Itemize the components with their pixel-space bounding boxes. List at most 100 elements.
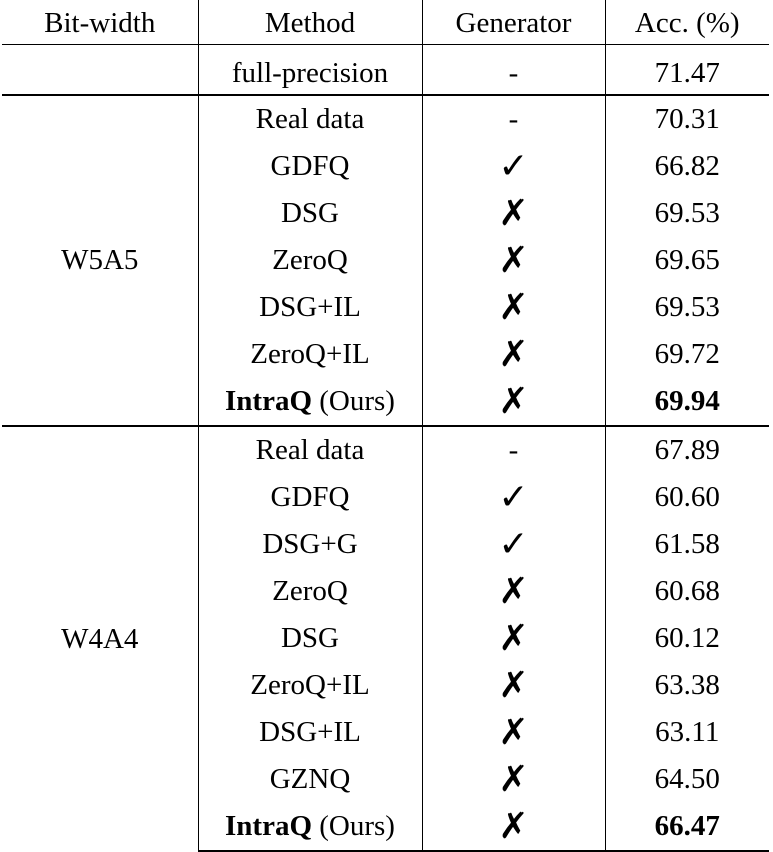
generator-cell: ✗ [422, 568, 606, 615]
accuracy-cell: 69.53 [654, 291, 720, 323]
method-name: DSG [280, 622, 339, 654]
method-cell: Real data [198, 94, 423, 143]
generator-cell: ✗ [422, 615, 606, 662]
generator-cell: - [422, 52, 606, 95]
generator-cell: ✗ [422, 803, 606, 852]
generator-cell: ✗ [422, 190, 606, 237]
method-cell: ZeroQ+IL [198, 331, 423, 378]
method-name-bold: IntraQ [225, 385, 313, 417]
cross-icon: ✗ [498, 239, 529, 281]
table-row: ZeroQ+IL ✗ 63.38 [2, 662, 769, 709]
method-name: Real data [255, 103, 365, 135]
generator-cell: - [422, 425, 606, 474]
accuracy-cell: 60.12 [654, 622, 720, 654]
accuracy-cell: 69.72 [654, 338, 720, 370]
table-row: DSG+IL ✗ 69.53 [2, 284, 769, 331]
generator-cell: ✗ [422, 709, 606, 756]
bit-width-cell-empty [2, 52, 199, 95]
method-cell: IntraQ (Ours) [198, 803, 423, 852]
table-row: W5A5 Real data - 70.31 [2, 94, 769, 426]
table-row: DSG+IL ✗ 63.11 [2, 709, 769, 756]
accuracy-cell: 61.58 [654, 528, 720, 560]
method-name: GDFQ [270, 150, 350, 182]
generator-cell: ✗ [422, 331, 606, 378]
generator-cell: ✗ [422, 237, 606, 284]
generator-dash: - [508, 103, 519, 135]
header-method: Method [198, 0, 423, 45]
table-row: W4A4 Real data - 67.89 [2, 425, 769, 851]
method-cell: DSG [198, 190, 423, 237]
generator-cell: ✗ [422, 378, 606, 426]
method-suffix: (Ours) [312, 810, 395, 842]
method-name: DSG+IL [259, 291, 361, 323]
gap-cell [198, 44, 423, 52]
header-bit-width: Bit-width [2, 0, 199, 45]
check-icon: ✓ [498, 145, 529, 187]
accuracy-cell: 71.47 [654, 56, 720, 89]
header-row: Bit-width Method Generator Acc. (%) [2, 0, 769, 45]
accuracy-cell: 64.50 [654, 763, 720, 795]
method-cell: IntraQ (Ours) [198, 378, 423, 426]
method-cell: GZNQ [198, 756, 423, 803]
accuracy-cell: 60.68 [654, 575, 720, 607]
method-suffix: (Ours) [312, 385, 395, 417]
accuracy-cell: 70.31 [605, 94, 769, 143]
generator-cell: ✗ [422, 284, 606, 331]
cross-icon: ✗ [498, 805, 529, 847]
header-gap-row [2, 44, 769, 52]
gap-cell [422, 44, 606, 52]
table-row: GDFQ ✓ 60.60 [2, 474, 769, 521]
cross-icon: ✗ [498, 758, 529, 800]
accuracy-cell: 67.89 [605, 425, 769, 474]
method-cell: GDFQ [198, 474, 423, 521]
check-icon: ✓ [498, 523, 529, 565]
generator-cell: ✓ [422, 474, 606, 521]
method-cell: DSG+IL [198, 709, 423, 756]
accuracy-cell: 60.60 [654, 481, 720, 513]
table-row: ZeroQ ✗ 69.65 [2, 237, 769, 284]
header-generator: Generator [422, 0, 606, 45]
cross-icon: ✗ [498, 664, 529, 706]
cross-icon: ✗ [498, 333, 529, 375]
method-cell: ZeroQ [198, 237, 423, 284]
accuracy-cell: 69.53 [654, 197, 720, 229]
check-icon: ✓ [498, 476, 529, 518]
method-name-bold: IntraQ [225, 810, 313, 842]
generator-cell: ✗ [422, 756, 606, 803]
method-name: DSG+G [262, 528, 358, 560]
table-header: Bit-width Method Generator Acc. (%) [2, 0, 769, 45]
method-name: DSG [280, 197, 339, 229]
method-cell: DSG+G [198, 521, 423, 568]
method-cell: DSG [198, 615, 423, 662]
table-row: DSG ✗ 69.53 [2, 190, 769, 237]
accuracy-cell: 69.65 [654, 244, 720, 276]
generator-cell: ✓ [422, 143, 606, 190]
method-name: ZeroQ+IL [250, 669, 370, 701]
method-cell: GDFQ [198, 143, 423, 190]
cross-icon: ✗ [498, 711, 529, 753]
method-cell: DSG+IL [198, 284, 423, 331]
method-name: GZNQ [269, 763, 351, 795]
method-cell: full-precision [198, 52, 423, 95]
generator-cell: ✓ [422, 521, 606, 568]
cross-icon: ✗ [498, 380, 529, 422]
bit-width-cell: W4A4 [2, 425, 199, 851]
header-accuracy: Acc. (%) [605, 0, 769, 45]
table-row: DSG ✗ 60.12 [2, 615, 769, 662]
cross-icon: ✗ [498, 570, 529, 612]
accuracy-cell: 63.38 [654, 669, 720, 701]
table-row: GDFQ ✓ 66.82 [2, 143, 769, 190]
table-row: IntraQ (Ours) ✗ 69.94 [2, 378, 769, 426]
accuracy-cell: 63.11 [655, 716, 720, 748]
gap-cell [2, 44, 199, 52]
cross-icon: ✗ [498, 192, 529, 234]
generator-cell: - [422, 94, 606, 143]
table-row: GZNQ ✗ 64.50 [2, 756, 769, 803]
method-name: ZeroQ [272, 575, 348, 607]
method-cell: ZeroQ+IL [198, 662, 423, 709]
table-row: DSG+G ✓ 61.58 [2, 521, 769, 568]
cross-icon: ✗ [498, 286, 529, 328]
generator-dash: - [508, 434, 519, 466]
cross-icon: ✗ [498, 617, 529, 659]
method-name: GDFQ [270, 481, 350, 513]
